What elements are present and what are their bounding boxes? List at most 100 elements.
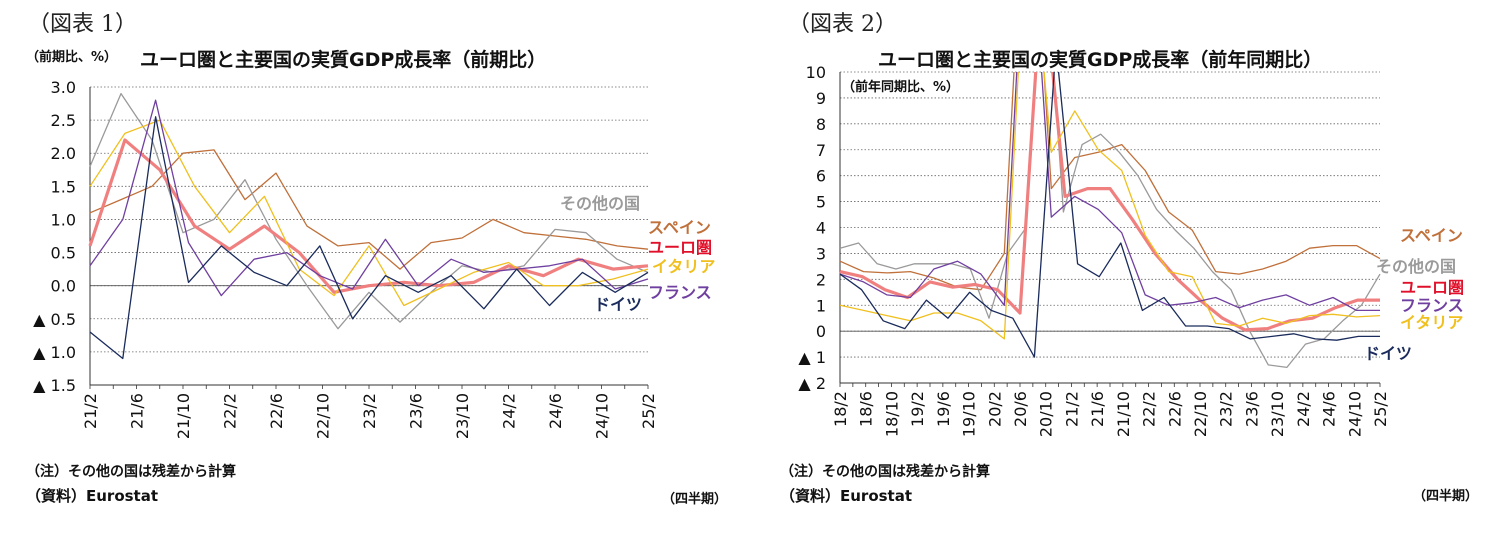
x-tick-label: 22/10 <box>1191 391 1210 437</box>
x-tick-label: 18/2 <box>831 391 850 427</box>
footnote: （注）その他の国は残差から計算 <box>26 464 236 480</box>
y-axis-unit-label: （前期比、%） <box>26 50 118 65</box>
series-line <box>89 116 649 360</box>
series-label: ユーロ圏 <box>1400 278 1464 297</box>
source-note: （資料）Eurostat <box>780 487 913 505</box>
series-label: フランス <box>1400 296 1464 315</box>
series-group <box>88 92 649 360</box>
y-tick-label: 2.0 <box>51 144 76 163</box>
series-line <box>839 72 1380 358</box>
y-tick-label: 2.5 <box>51 111 76 130</box>
series-line <box>839 72 1381 369</box>
y-tick-label: 1.5 <box>51 177 76 196</box>
x-tick-label: 20/2 <box>985 391 1004 427</box>
x-tick-label: 24/2 <box>1294 391 1313 427</box>
series-label: ドイツ <box>594 295 642 314</box>
x-tick-label: 22/10 <box>314 393 333 439</box>
x-tick-label: 19/10 <box>960 391 979 437</box>
y-tick-label: 0.5 <box>51 244 76 263</box>
x-axis-unit-label: （四半期） <box>1413 489 1479 504</box>
y-tick-label: 4 <box>816 219 826 238</box>
series-line <box>839 72 1380 312</box>
x-tick-label: 24/2 <box>500 393 519 429</box>
series-group <box>839 72 1381 369</box>
x-tick-label: 21/2 <box>1062 391 1081 427</box>
series-line <box>839 72 1381 291</box>
y-tick-label: 0.0 <box>51 277 76 296</box>
x-tick-label: 25/2 <box>639 393 658 429</box>
y-tick-label: 1 <box>816 296 826 315</box>
figure-label: （図表 2） <box>788 12 897 37</box>
y-tick-label: 6 <box>816 167 826 186</box>
line-chart-1: 3.0 2.5 2.0 1.5 1.0 0.5 0.0 ▲ 0.5 ▲ 1.0 ▲ 1.5 21/2… <box>33 78 715 439</box>
y-tick-label: ▲ 2 <box>798 374 826 393</box>
figure-label: （図表 1） <box>28 12 137 37</box>
y-tick-label: ▲ 1 <box>798 348 826 367</box>
y-axis-unit-label: （前年同期比、%） <box>842 80 960 95</box>
series-line <box>89 149 649 270</box>
y-tick-label: 2 <box>816 270 826 289</box>
chart-panel-1: （図表 1） （前期比、%） ユーロ圏と主要国の実質GDP成長率（前期比） 3.… <box>0 0 752 541</box>
y-tick-label: ▲ 1.5 <box>33 376 76 395</box>
x-tick-label: 24/6 <box>546 393 565 429</box>
series-label: その他の国 <box>1376 257 1456 276</box>
chart-title: ユーロ圏と主要国の実質GDP成長率（前期比） <box>140 49 547 71</box>
x-tick-label: 23/10 <box>453 393 472 439</box>
x-tick-label: 22/6 <box>1165 391 1184 427</box>
y-tick-label: ▲ 0.5 <box>33 310 76 329</box>
series-label: ドイツ <box>1364 344 1412 363</box>
x-tick-label: 21/2 <box>81 393 100 429</box>
x-tick-label: 24/10 <box>593 393 612 439</box>
series-label: ユーロ圏 <box>648 238 712 257</box>
series-line <box>89 119 649 307</box>
x-tick-label: 23/2 <box>1217 391 1236 427</box>
x-tick-label: 21/10 <box>174 393 193 439</box>
x-tick-label: 21/6 <box>128 393 147 429</box>
chart-title: ユーロ圏と主要国の実質GDP成長率（前年同期比） <box>878 49 1323 71</box>
series-line <box>839 72 1380 332</box>
x-tick-label: 22/6 <box>267 393 286 429</box>
series-label: スペイン <box>1400 226 1463 245</box>
x-tick-label: 23/6 <box>1242 391 1261 427</box>
y-tick-label: 10 <box>806 63 826 82</box>
y-tick-label: ▲ 1.0 <box>33 343 76 362</box>
x-tick-label: 24/10 <box>1345 391 1364 437</box>
series-label: スペイン <box>648 218 711 237</box>
x-tick-label: 22/2 <box>1140 391 1159 427</box>
chart-panel-2: （図表 2） ユーロ圏と主要国の実質GDP成長率（前年同期比） （前年同期比、%… <box>760 0 1505 541</box>
y-tick-label: 8 <box>816 115 826 134</box>
x-tick-label: 18/10 <box>882 391 901 437</box>
y-tick-label: 1.0 <box>51 210 76 229</box>
x-tick-label: 20/10 <box>1037 391 1056 437</box>
series-line <box>88 138 649 294</box>
x-tick-label: 22/2 <box>221 393 240 429</box>
x-tick-label: 21/6 <box>1088 391 1107 427</box>
series-label: フランス <box>648 283 712 302</box>
x-tick-label: 21/10 <box>1114 391 1133 437</box>
series-line <box>89 99 649 297</box>
x-tick-label: 23/2 <box>360 393 379 429</box>
series-label: イタリア <box>652 257 715 276</box>
x-axis-unit-label: （四半期） <box>662 492 728 507</box>
y-tick-label: 0 <box>816 322 826 341</box>
y-tick-label: 3.0 <box>51 78 76 97</box>
series-line <box>89 92 649 330</box>
x-tick-label: 19/6 <box>934 391 953 427</box>
series-label: その他の国 <box>560 194 640 213</box>
x-tick-label: 24/6 <box>1320 391 1339 427</box>
x-tick-label: 19/2 <box>908 391 927 427</box>
x-tick-label: 18/6 <box>857 391 876 427</box>
y-tick-label: 5 <box>816 193 826 212</box>
x-tick-label: 25/2 <box>1371 391 1390 427</box>
source-note: （資料）Eurostat <box>26 487 159 505</box>
x-tick-label: 23/6 <box>407 393 426 429</box>
footnote: （注）その他の国は残差から計算 <box>780 464 990 480</box>
x-tick-label: 20/6 <box>1011 391 1030 427</box>
series-label: イタリア <box>1400 313 1463 332</box>
y-tick-label: 7 <box>816 141 826 160</box>
series-line <box>839 72 1381 340</box>
y-tick-label: 3 <box>816 244 826 263</box>
x-tick-label: 23/10 <box>1268 391 1287 437</box>
y-tick-label: 9 <box>816 89 826 108</box>
